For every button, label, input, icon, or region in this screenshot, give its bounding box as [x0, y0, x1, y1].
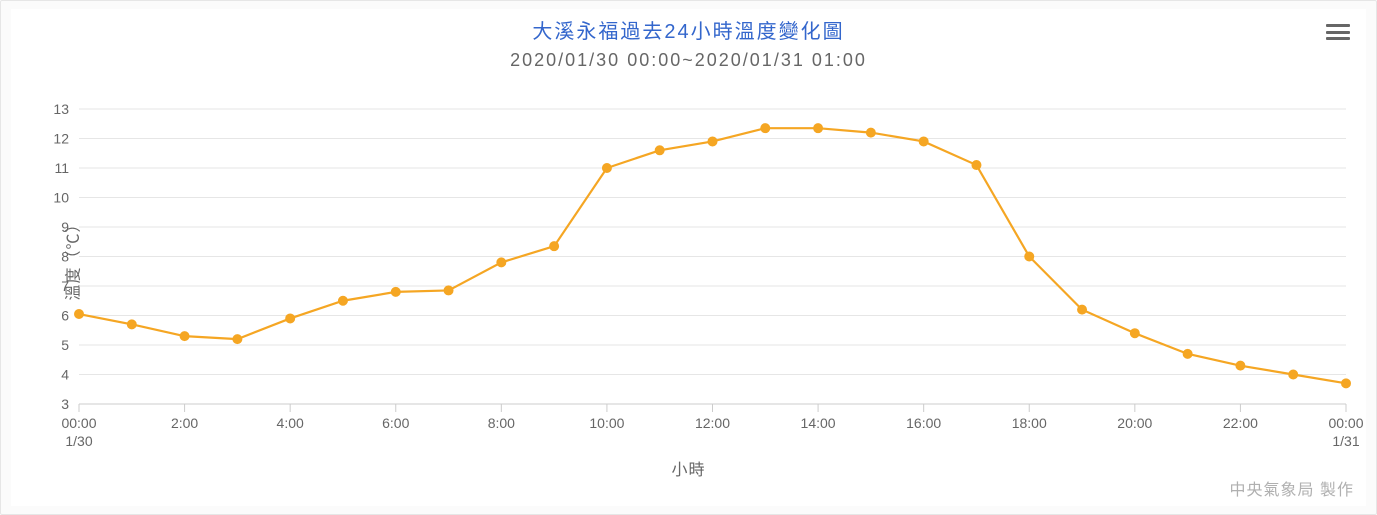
- temperature-data-point[interactable]: [972, 161, 981, 170]
- chart-credits: 中央氣象局 製作: [1230, 476, 1354, 500]
- chart-inner-frame: 大溪永福過去24小時溫度變化圖 2020/01/30 00:00~2020/01…: [11, 9, 1366, 506]
- temperature-data-point[interactable]: [180, 332, 189, 341]
- temperature-data-point[interactable]: [1025, 252, 1034, 261]
- temperature-data-point[interactable]: [286, 314, 295, 323]
- x-tick-sublabel: 1/31: [1332, 433, 1359, 449]
- chart-outer-frame: 大溪永福過去24小時溫度變化圖 2020/01/30 00:00~2020/01…: [0, 0, 1377, 515]
- temperature-data-point[interactable]: [75, 310, 84, 319]
- x-tick-label: 00:00: [61, 415, 96, 431]
- y-tick-label: 3: [61, 396, 69, 412]
- x-tick-label: 6:00: [382, 415, 409, 431]
- x-tick-label: 4:00: [277, 415, 304, 431]
- y-tick-label: 10: [53, 190, 69, 206]
- x-tick-label: 18:00: [1012, 415, 1047, 431]
- temperature-data-point[interactable]: [127, 320, 136, 329]
- temperature-data-point[interactable]: [391, 287, 400, 296]
- x-tick-label: 12:00: [695, 415, 730, 431]
- y-tick-label: 11: [54, 160, 69, 176]
- chart-plot-area: 3 4 5 6 7 8 9 10 11 12 13 00:00 1/30 2:00 4:00 6:00 8:00…: [11, 9, 1368, 508]
- temperature-data-point[interactable]: [761, 124, 770, 133]
- temperature-data-point[interactable]: [444, 286, 453, 295]
- temperature-data-point[interactable]: [1078, 305, 1087, 314]
- y-tick-label: 12: [53, 131, 69, 147]
- temperature-data-point[interactable]: [1289, 370, 1298, 379]
- temperature-data-point[interactable]: [919, 137, 928, 146]
- temperature-data-point[interactable]: [708, 137, 717, 146]
- temperature-data-point[interactable]: [655, 146, 664, 155]
- temperature-data-point[interactable]: [338, 296, 347, 305]
- temperature-data-point[interactable]: [497, 258, 506, 267]
- temperature-data-point[interactable]: [866, 128, 875, 137]
- x-tick-label: 14:00: [801, 415, 836, 431]
- x-tick-label: 22:00: [1223, 415, 1258, 431]
- y-tick-label: 4: [61, 367, 69, 383]
- temperature-data-point[interactable]: [1342, 379, 1351, 388]
- x-tick-label: 16:00: [906, 415, 941, 431]
- x-tick-label: 8:00: [488, 415, 515, 431]
- y-tick-label: 8: [61, 249, 69, 265]
- y-tick-label: 5: [61, 337, 69, 353]
- temperature-data-point[interactable]: [1236, 361, 1245, 370]
- x-tick-label: 2:00: [171, 415, 198, 431]
- temperature-data-point[interactable]: [602, 164, 611, 173]
- x-tick-label: 00:00: [1328, 415, 1363, 431]
- temperature-data-point[interactable]: [1130, 329, 1139, 338]
- y-tick-label: 13: [53, 101, 69, 117]
- temperature-data-point[interactable]: [233, 335, 242, 344]
- x-tick-label: 20:00: [1117, 415, 1152, 431]
- temperature-data-point[interactable]: [550, 242, 559, 251]
- y-tick-label: 7: [61, 278, 69, 294]
- temperature-data-point[interactable]: [1183, 349, 1192, 358]
- x-tick-label: 10:00: [589, 415, 624, 431]
- y-tick-label: 9: [61, 219, 69, 235]
- x-tick-sublabel: 1/30: [65, 433, 92, 449]
- y-tick-label: 6: [61, 308, 69, 324]
- temperature-data-point[interactable]: [814, 124, 823, 133]
